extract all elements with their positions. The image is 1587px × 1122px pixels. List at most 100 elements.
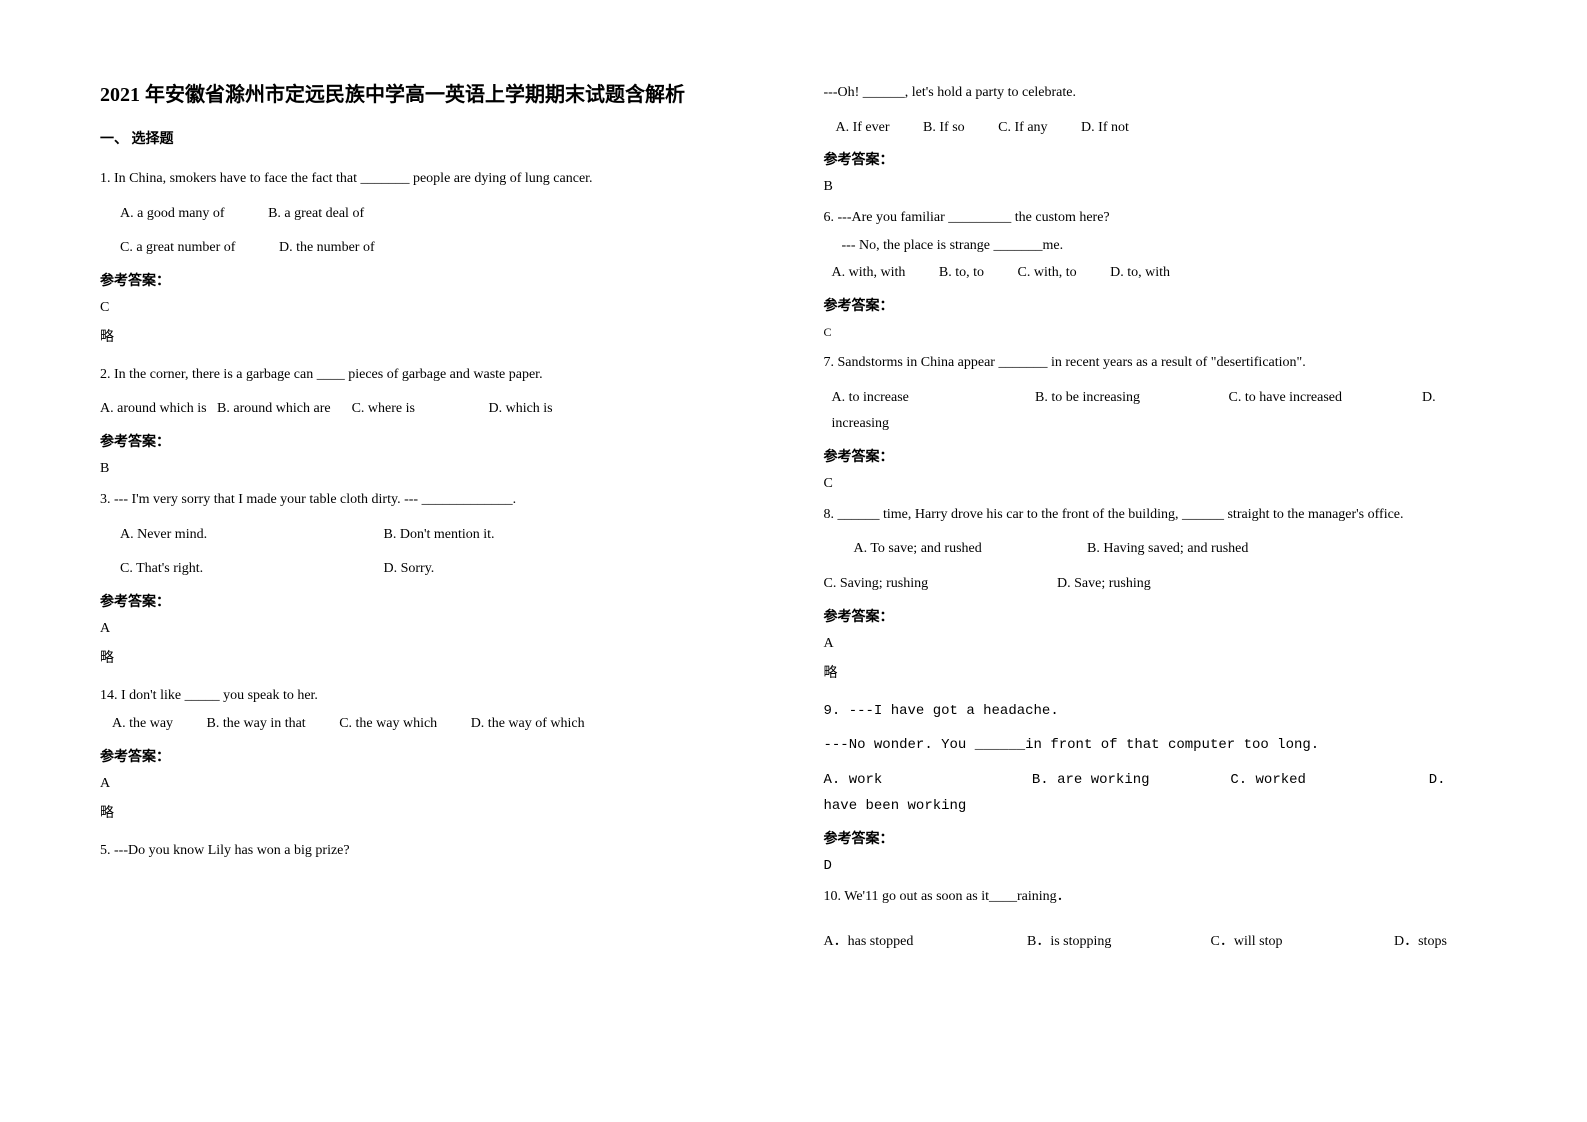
q1-optD: D. the number of	[279, 235, 375, 262]
q4-optB: B. the way in that	[207, 711, 306, 738]
q5-optC: C. If any	[998, 115, 1047, 142]
q4-lve: 略	[100, 802, 764, 822]
q9-line2: ---No wonder. You ______in front of that…	[824, 732, 1488, 759]
q7-answer: C	[824, 476, 1488, 492]
q4-optC: C. the way which	[339, 711, 437, 738]
q4-optA: A. the way	[112, 711, 173, 738]
q8-optC: C. Saving; rushing	[824, 571, 1054, 598]
q8-options-row1: A. To save; and rushed B. Having saved; …	[824, 536, 1488, 563]
q7-answer-label: 参考答案：	[824, 446, 1488, 466]
q5-optD: D. If not	[1081, 120, 1129, 135]
q9-answer-label: 参考答案：	[824, 828, 1488, 848]
q6-line2: --- No, the place is strange _______me.	[824, 233, 1488, 260]
q6-optC: C. with, to	[1018, 260, 1077, 287]
q10-text: 10. We'11 go out as soon as it____rainin…	[824, 884, 1488, 911]
q7-optC: C. to have increased	[1229, 385, 1419, 412]
q3-lve: 略	[100, 647, 764, 667]
q1-optB: B. a great deal of	[268, 201, 364, 228]
q6-optA: A. with, with	[832, 260, 906, 287]
page-container: 2021 年安徽省滁州市定远民族中学高一英语上学期期末试题含解析 一、 选择题 …	[100, 80, 1487, 963]
q4-optD: D. the way of which	[471, 716, 585, 731]
q6-answer: C	[824, 325, 1488, 340]
q8-optA: A. To save; and rushed	[854, 536, 1084, 563]
q7-optA: A. to increase	[832, 385, 1032, 412]
question-5-part2: ---Oh! ______, let's hold a party to cel…	[824, 80, 1488, 195]
q2-text: 2. In the corner, there is a garbage can…	[100, 362, 764, 389]
q6-options: A. with, with B. to, to C. with, to D. t…	[824, 260, 1488, 287]
q3-optA: A. Never mind.	[120, 522, 380, 549]
q9-optC: C. worked	[1230, 767, 1420, 794]
question-3: 3. --- I'm very sorry that I made your t…	[100, 487, 764, 667]
q3-options-row2: C. That's right. D. Sorry.	[100, 556, 764, 583]
section-heading: 一、 选择题	[100, 128, 764, 148]
q3-optD: D. Sorry.	[384, 561, 435, 576]
q3-answer-label: 参考答案：	[100, 591, 764, 611]
question-4: 14. I don't like _____ you speak to her.…	[100, 683, 764, 822]
exam-title: 2021 年安徽省滁州市定远民族中学高一英语上学期期末试题含解析	[100, 80, 764, 110]
q9-answer: D	[824, 858, 1488, 874]
q5-line1: 5. ---Do you know Lily has won a big pri…	[100, 838, 764, 865]
q3-answer: A	[100, 621, 764, 637]
q7-text: 7. Sandstorms in China appear _______ in…	[824, 350, 1488, 377]
q2-optB: B. around which are	[217, 401, 331, 416]
q5-line2: ---Oh! ______, let's hold a party to cel…	[824, 80, 1488, 107]
q7-optB: B. to be increasing	[1035, 385, 1225, 412]
q8-optD: D. Save; rushing	[1057, 576, 1151, 591]
q5-options: A. If ever B. If so C. If any D. If not	[824, 115, 1488, 142]
question-10: 10. We'11 go out as soon as it____rainin…	[824, 884, 1488, 955]
q1-options-row2: C. a great number of D. the number of	[100, 235, 764, 262]
question-9: 9. ---I have got a headache. ---No wonde…	[824, 698, 1488, 874]
q10-optA: A．has stopped	[824, 929, 1024, 956]
q5-answer: B	[824, 179, 1488, 195]
q4-answer: A	[100, 776, 764, 792]
q1-optA: A. a good many of	[120, 201, 225, 228]
q4-options: A. the way B. the way in that C. the way…	[100, 711, 764, 738]
q3-optB: B. Don't mention it.	[384, 527, 495, 542]
q9-options: A. work B. are working C. worked D. have…	[824, 767, 1488, 820]
q3-options-row1: A. Never mind. B. Don't mention it.	[100, 522, 764, 549]
q4-text: 14. I don't like _____ you speak to her.	[100, 683, 764, 710]
q8-text: 8. ______ time, Harry drove his car to t…	[824, 502, 1488, 529]
q10-optC: C．will stop	[1211, 929, 1391, 956]
question-7: 7. Sandstorms in China appear _______ in…	[824, 350, 1488, 492]
q5-optA: A. If ever	[836, 115, 890, 142]
question-2: 2. In the corner, there is a garbage can…	[100, 362, 764, 477]
q7-options: A. to increase B. to be increasing C. to…	[824, 385, 1488, 438]
q2-optC: C. where is	[352, 401, 415, 416]
q8-options-row2: C. Saving; rushing D. Save; rushing	[824, 571, 1488, 598]
q2-answer: B	[100, 461, 764, 477]
q6-answer-label: 参考答案：	[824, 295, 1488, 315]
q4-answer-label: 参考答案：	[100, 746, 764, 766]
q6-optD: D. to, with	[1110, 265, 1170, 280]
q2-answer-label: 参考答案：	[100, 431, 764, 451]
left-column: 2021 年安徽省滁州市定远民族中学高一英语上学期期末试题含解析 一、 选择题 …	[100, 80, 764, 963]
q3-text: 3. --- I'm very sorry that I made your t…	[100, 487, 764, 514]
q8-answer-label: 参考答案：	[824, 606, 1488, 626]
q2-options: A. around which is B. around which are C…	[100, 396, 764, 423]
q8-answer: A	[824, 636, 1488, 652]
q10-optB: B．is stopping	[1027, 929, 1207, 956]
right-column: ---Oh! ______, let's hold a party to cel…	[824, 80, 1488, 963]
q10-optD: D．stops	[1394, 934, 1447, 949]
q6-line1: 6. ---Are you familiar _________ the cus…	[824, 205, 1488, 232]
q1-text: 1. In China, smokers have to face the fa…	[100, 166, 764, 193]
q1-answer-label: 参考答案：	[100, 270, 764, 290]
q9-optA: A. work	[824, 767, 1024, 794]
q10-options: A．has stopped B．is stopping C．will stop …	[824, 929, 1488, 956]
q1-lve: 略	[100, 326, 764, 346]
q9-line1: 9. ---I have got a headache.	[824, 698, 1488, 725]
question-5-part1: 5. ---Do you know Lily has won a big pri…	[100, 838, 764, 865]
q9-optB: B. are working	[1032, 767, 1222, 794]
question-8: 8. ______ time, Harry drove his car to t…	[824, 502, 1488, 682]
q2-optA: A. around which is	[100, 401, 207, 416]
question-1: 1. In China, smokers have to face the fa…	[100, 166, 764, 346]
q1-options-row1: A. a good many of B. a great deal of	[100, 201, 764, 228]
q3-optC: C. That's right.	[120, 556, 380, 583]
q5-answer-label: 参考答案：	[824, 149, 1488, 169]
q1-answer: C	[100, 300, 764, 316]
q5-optB: B. If so	[923, 115, 965, 142]
question-6: 6. ---Are you familiar _________ the cus…	[824, 205, 1488, 340]
q6-optB: B. to, to	[939, 260, 984, 287]
q8-optB: B. Having saved; and rushed	[1087, 541, 1248, 556]
q1-optC: C. a great number of	[120, 235, 235, 262]
